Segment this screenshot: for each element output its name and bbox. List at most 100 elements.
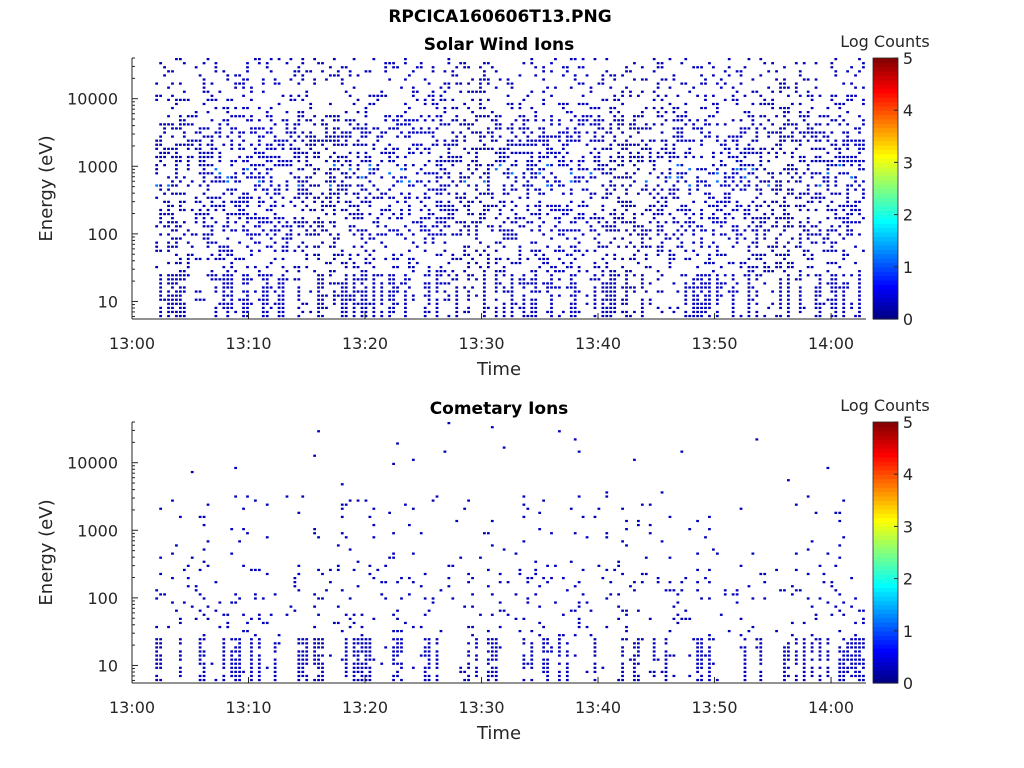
heatmap-cell [479,147,482,150]
heatmap-cell [467,176,470,179]
heatmap-cell [317,430,320,433]
heatmap-cell [755,131,759,134]
colorbar-segment [873,253,898,259]
heatmap-cell [360,310,364,314]
heatmap-cell [230,552,234,555]
heatmap-cell [771,212,774,216]
heatmap-cell [593,212,597,216]
heatmap-cell [565,642,569,645]
heatmap-cell [167,261,170,265]
heatmap-cell [755,290,759,293]
heatmap-cell [293,585,297,588]
heatmap-cell [696,180,699,183]
heatmap-cell [483,90,486,93]
heatmap-cell [502,184,506,187]
heatmap-cell [250,172,253,175]
heatmap-cell [625,70,628,73]
heatmap-cell [601,147,605,150]
heatmap-cell [565,151,569,155]
heatmap-cell [186,265,190,269]
heatmap-cell [522,298,526,301]
heatmap-cell [155,658,159,661]
heatmap-cell [846,184,850,187]
heatmap-cell [798,274,802,277]
heatmap-cell [175,168,178,171]
heatmap-cell [759,102,763,106]
heatmap-cell [238,74,241,77]
heatmap-cell [771,106,774,110]
heatmap-cell [593,159,597,163]
heatmap-cell [806,188,810,191]
heatmap-cell [850,176,853,179]
colorbar-segment [873,158,898,163]
heatmap-cell [352,298,356,301]
heatmap-cell [356,123,360,126]
heatmap-cell [640,282,644,285]
heatmap-cell [313,172,316,175]
heatmap-cell [423,192,427,195]
heatmap-cell [838,204,842,208]
heatmap-cell [360,245,364,248]
heatmap-cell [593,302,597,305]
heatmap-cell [159,678,163,682]
heatmap-cell [546,678,549,682]
heatmap-cell [483,286,486,289]
heatmap-cell [775,221,778,224]
heatmap-cell [700,306,703,310]
heatmap-cell [242,507,245,510]
heatmap-cell [550,70,553,73]
heatmap-cell [637,151,640,155]
heatmap-cell [411,265,415,269]
heatmap-cell [332,225,336,228]
heatmap-cell [731,290,735,293]
heatmap-cell [621,102,624,106]
heatmap-cell [633,204,636,208]
colorbar-segment [873,288,898,294]
heatmap-cell [230,282,234,285]
heatmap-cell [218,180,222,183]
heatmap-cell [329,204,332,208]
heatmap-cell [246,192,249,195]
heatmap-cell [242,274,245,277]
heatmap-cell [818,155,822,159]
heatmap-cell [356,212,360,216]
heatmap-cell [486,168,490,171]
heatmap-cell [731,245,735,248]
heatmap-cell [155,245,159,248]
heatmap-cell [846,253,850,256]
heatmap-cell [684,229,688,232]
heatmap-cell [775,184,778,187]
heatmap-cell [155,654,159,657]
heatmap-cell [787,188,790,191]
heatmap-cell [731,286,735,289]
heatmap-cell [419,62,423,65]
heatmap-cell [285,237,289,240]
heatmap-cell [494,115,498,118]
heatmap-cell [640,286,644,289]
heatmap-cell [293,196,297,199]
heatmap-cell [506,147,510,150]
heatmap-cell [246,314,249,318]
heatmap-cell [475,164,478,167]
heatmap-cell [171,212,174,216]
heatmap-cell [633,62,636,65]
heatmap-cell [202,62,206,65]
heatmap-cell [297,176,301,179]
heatmap-cells [155,422,865,682]
heatmap-cell [854,245,857,248]
heatmap-cell [289,605,293,608]
heatmap-cell [542,143,545,146]
heatmap-cell [419,200,423,203]
heatmap-cell [411,70,415,73]
heatmap-cell [182,90,186,93]
heatmap-cell [372,278,376,281]
heatmap-cell [771,208,774,212]
heatmap-cell [814,184,818,187]
heatmap-cell [712,233,715,236]
heatmap-cell [605,253,609,256]
heatmap-cell [542,666,545,669]
heatmap-cell [502,245,506,248]
colorbar-segment [873,110,898,116]
heatmap-cell [554,249,557,252]
heatmap-cell [712,164,715,167]
